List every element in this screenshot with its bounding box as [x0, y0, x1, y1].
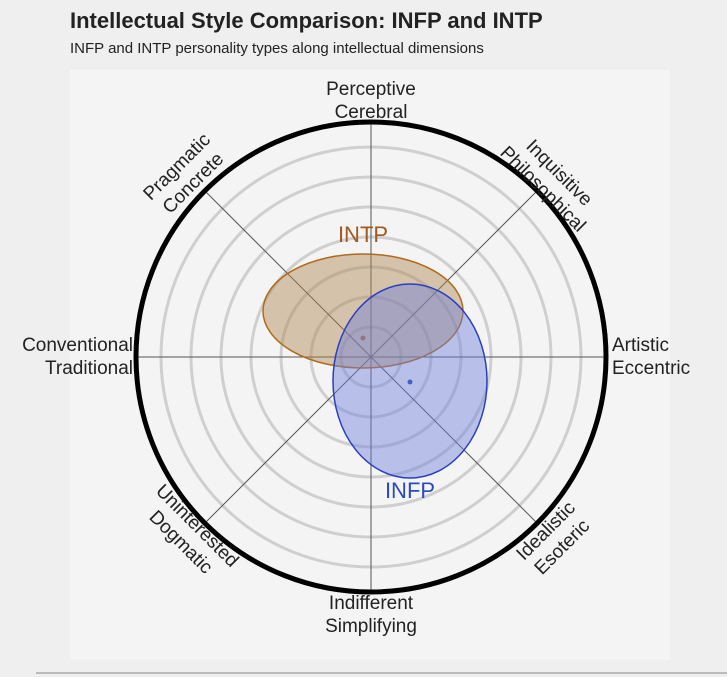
axis-label: Indifferent — [329, 593, 414, 614]
panel — [70, 70, 670, 660]
spokes — [136, 122, 606, 592]
intp-center — [360, 335, 366, 341]
axis-label: Eccentric — [612, 358, 690, 379]
axis-label: Cerebral — [335, 102, 408, 123]
axis-label: Traditional — [45, 358, 133, 379]
axis-label: Conventional — [22, 335, 133, 356]
infp-center — [407, 379, 413, 385]
group-label: INTP — [338, 222, 388, 247]
outer-circle — [133, 119, 609, 595]
axis-label: Perceptive — [326, 79, 416, 100]
group-label: INFP — [385, 478, 435, 503]
subtitle: INFP and INTP personality types along in… — [70, 40, 484, 57]
axis-label: Simplifying — [325, 616, 417, 637]
axis-label: Artistic — [612, 335, 669, 356]
title: Intellectual Style Comparison: INFP and … — [70, 8, 543, 33]
